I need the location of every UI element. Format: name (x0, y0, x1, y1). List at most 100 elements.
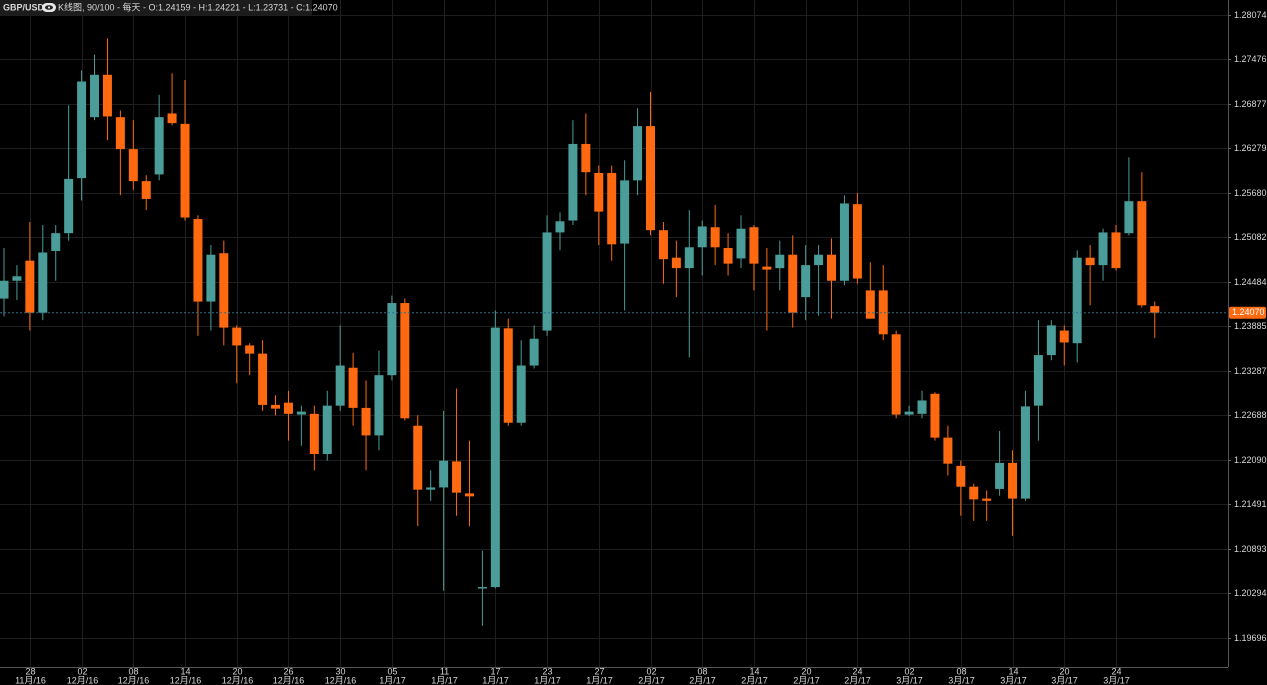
candle-body (904, 411, 914, 415)
x-tick-month: 12月/16 (118, 675, 150, 685)
candle-body (801, 265, 811, 298)
candle-body (607, 172, 617, 245)
ohlc-info: K线图, 90/100 - 每天 - O:1.24159 - H:1.24221… (58, 1, 338, 12)
last-price-badge (1229, 306, 1266, 319)
x-tick-label: 24 (852, 666, 862, 676)
x-tick-label: 14 (1008, 666, 1018, 676)
candle-body (995, 462, 1005, 489)
x-tick-label: 23 (542, 666, 552, 676)
candle-body (943, 437, 953, 464)
candle-body (102, 74, 112, 117)
candle-body (788, 254, 798, 313)
candle-body (322, 405, 332, 454)
candle-body (283, 402, 293, 414)
x-tick-label: 28 (25, 666, 35, 676)
y-tick-label: 1.25680 (1234, 188, 1267, 198)
candle-body (697, 226, 707, 248)
candle-body (982, 498, 992, 501)
x-tick-label: 11 (440, 666, 449, 676)
last-price-label: 1.24070 (1232, 307, 1265, 317)
x-tick-month: 3月/17 (1051, 675, 1078, 685)
x-tick-month: 3月/17 (896, 675, 923, 685)
candle-body (219, 253, 229, 328)
candle-body (387, 303, 397, 376)
x-tick-label: 14 (180, 666, 190, 676)
x-tick-month: 2月/17 (844, 675, 871, 685)
candle-body (555, 221, 565, 233)
candle-body (710, 227, 720, 248)
candle-body (77, 81, 87, 179)
header-bar (0, 0, 312, 15)
candle-body (64, 178, 74, 234)
candle-body (477, 587, 487, 589)
candle-body (154, 117, 164, 175)
x-tick-month: 12月/16 (170, 675, 202, 685)
x-tick-month: 12月/16 (273, 675, 305, 685)
candle-body (723, 248, 733, 264)
candle-body (1008, 462, 1018, 499)
x-tick-label: 20 (232, 666, 242, 676)
eye-pupil (47, 6, 51, 9)
y-tick-label: 1.22090 (1234, 455, 1267, 465)
symbol: GBP/USD (3, 2, 45, 12)
candle-body (581, 143, 591, 173)
x-tick-label: 08 (697, 666, 707, 676)
candle-body (309, 413, 319, 454)
x-tick-label: 20 (801, 666, 811, 676)
x-tick-month: 2月/17 (793, 675, 820, 685)
candle-body (529, 338, 539, 366)
x-tick-label: 17 (490, 666, 500, 676)
candle-body (12, 276, 22, 281)
candle-body (335, 365, 345, 406)
candle-body (51, 233, 61, 252)
candle-body (141, 181, 151, 199)
candle-body (258, 353, 268, 405)
candle-body (245, 345, 255, 354)
x-tick-label: 24 (1111, 666, 1121, 676)
candle-body (452, 461, 462, 493)
candle-body (413, 425, 423, 490)
y-tick-label: 1.28074 (1234, 10, 1267, 20)
candle-body (684, 247, 694, 269)
candle-body (878, 290, 888, 335)
candle-body (646, 126, 655, 231)
candle-body (762, 266, 772, 270)
candle-body (38, 252, 48, 313)
candle-body (865, 290, 875, 319)
candle-body (206, 254, 216, 302)
y-tick-label: 1.20294 (1234, 588, 1267, 598)
candle-body (749, 227, 759, 264)
y-tick-label: 1.21491 (1234, 499, 1267, 509)
y-tick-label: 1.20893 (1234, 544, 1267, 554)
candle-body (232, 327, 242, 346)
candle-body (180, 123, 190, 218)
candle-body (128, 149, 138, 182)
candle-body (193, 219, 203, 302)
candle-body (25, 260, 35, 313)
candle-body (852, 204, 862, 279)
candle-body (503, 328, 513, 423)
candle-body (594, 172, 604, 212)
y-tick-label: 1.23287 (1234, 366, 1267, 376)
candle-body (1085, 257, 1095, 266)
x-tick-month: 12月/16 (325, 675, 357, 685)
candle-body (542, 232, 552, 331)
x-tick-month: 11月/16 (15, 675, 46, 685)
x-tick-month: 2月/17 (741, 675, 768, 685)
candle-body (827, 254, 837, 281)
y-tick-label: 1.25082 (1234, 232, 1267, 242)
candle-body (969, 486, 979, 500)
y-tick-label: 1.26279 (1234, 143, 1267, 153)
x-tick-label: 14 (749, 666, 759, 676)
candles (0, 38, 1160, 626)
x-tick-month: 12月/16 (67, 675, 99, 685)
candle-body (891, 334, 901, 415)
candle-body (1124, 201, 1134, 234)
candle-body (1033, 355, 1043, 406)
candle-body (633, 126, 643, 181)
candle-body (490, 327, 500, 588)
y-tick-label: 1.23885 (1234, 321, 1267, 331)
x-tick-label: 26 (283, 666, 293, 676)
y-tick-label: 1.27476 (1234, 54, 1267, 64)
